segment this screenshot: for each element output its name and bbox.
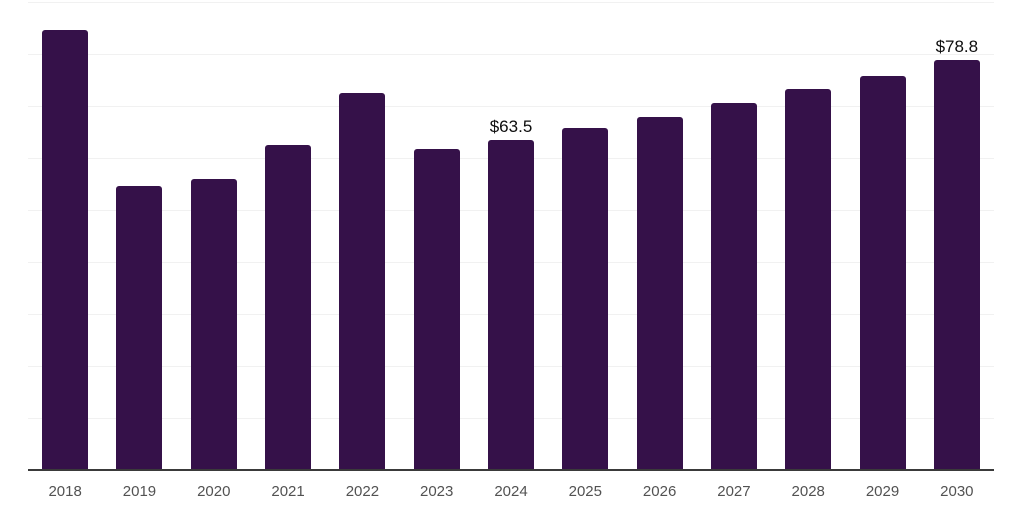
x-tick-label-2030: 2030 — [940, 483, 974, 500]
bar-2019 — [116, 186, 163, 470]
x-tick-label-2022: 2022 — [345, 483, 380, 500]
x-tick-label-2023: 2023 — [420, 483, 454, 500]
bar-2021 — [265, 145, 312, 470]
bar-2027 — [710, 103, 757, 470]
gridline-80 — [28, 54, 994, 56]
bar-2030 — [933, 60, 980, 470]
bar-2022 — [339, 93, 386, 470]
gridline-90 — [28, 2, 994, 4]
x-tick-label-2024: 2024 — [494, 483, 528, 500]
value-label-2024: $63.5 — [489, 117, 533, 136]
x-tick-label-2026: 2026 — [642, 483, 677, 500]
gridline-70 — [28, 106, 994, 108]
bar-2024 — [488, 140, 534, 470]
bar-2028 — [785, 89, 832, 470]
x-tick-label-2025: 2025 — [568, 483, 602, 500]
x-tick-label-2028: 2028 — [791, 483, 825, 500]
x-tick-label-2020: 2020 — [197, 483, 231, 500]
bar-2025 — [562, 128, 609, 470]
plot-area: $63.5 $78.8 — [28, 0, 994, 470]
value-label-2030: $78.8 — [935, 37, 979, 56]
bar-2023 — [413, 149, 460, 470]
bar-2029 — [859, 76, 906, 470]
x-tick-label-2019: 2019 — [122, 483, 157, 500]
bar-2020 — [190, 179, 237, 470]
x-axis-line — [28, 469, 994, 471]
x-tick-label-2029: 2029 — [865, 483, 900, 500]
bar-2026 — [636, 117, 683, 470]
x-tick-label-2018: 2018 — [48, 483, 82, 500]
x-tick-label-2021: 2021 — [271, 483, 305, 500]
x-tick-label-2027: 2027 — [717, 483, 751, 500]
bar-2018 — [42, 30, 89, 470]
